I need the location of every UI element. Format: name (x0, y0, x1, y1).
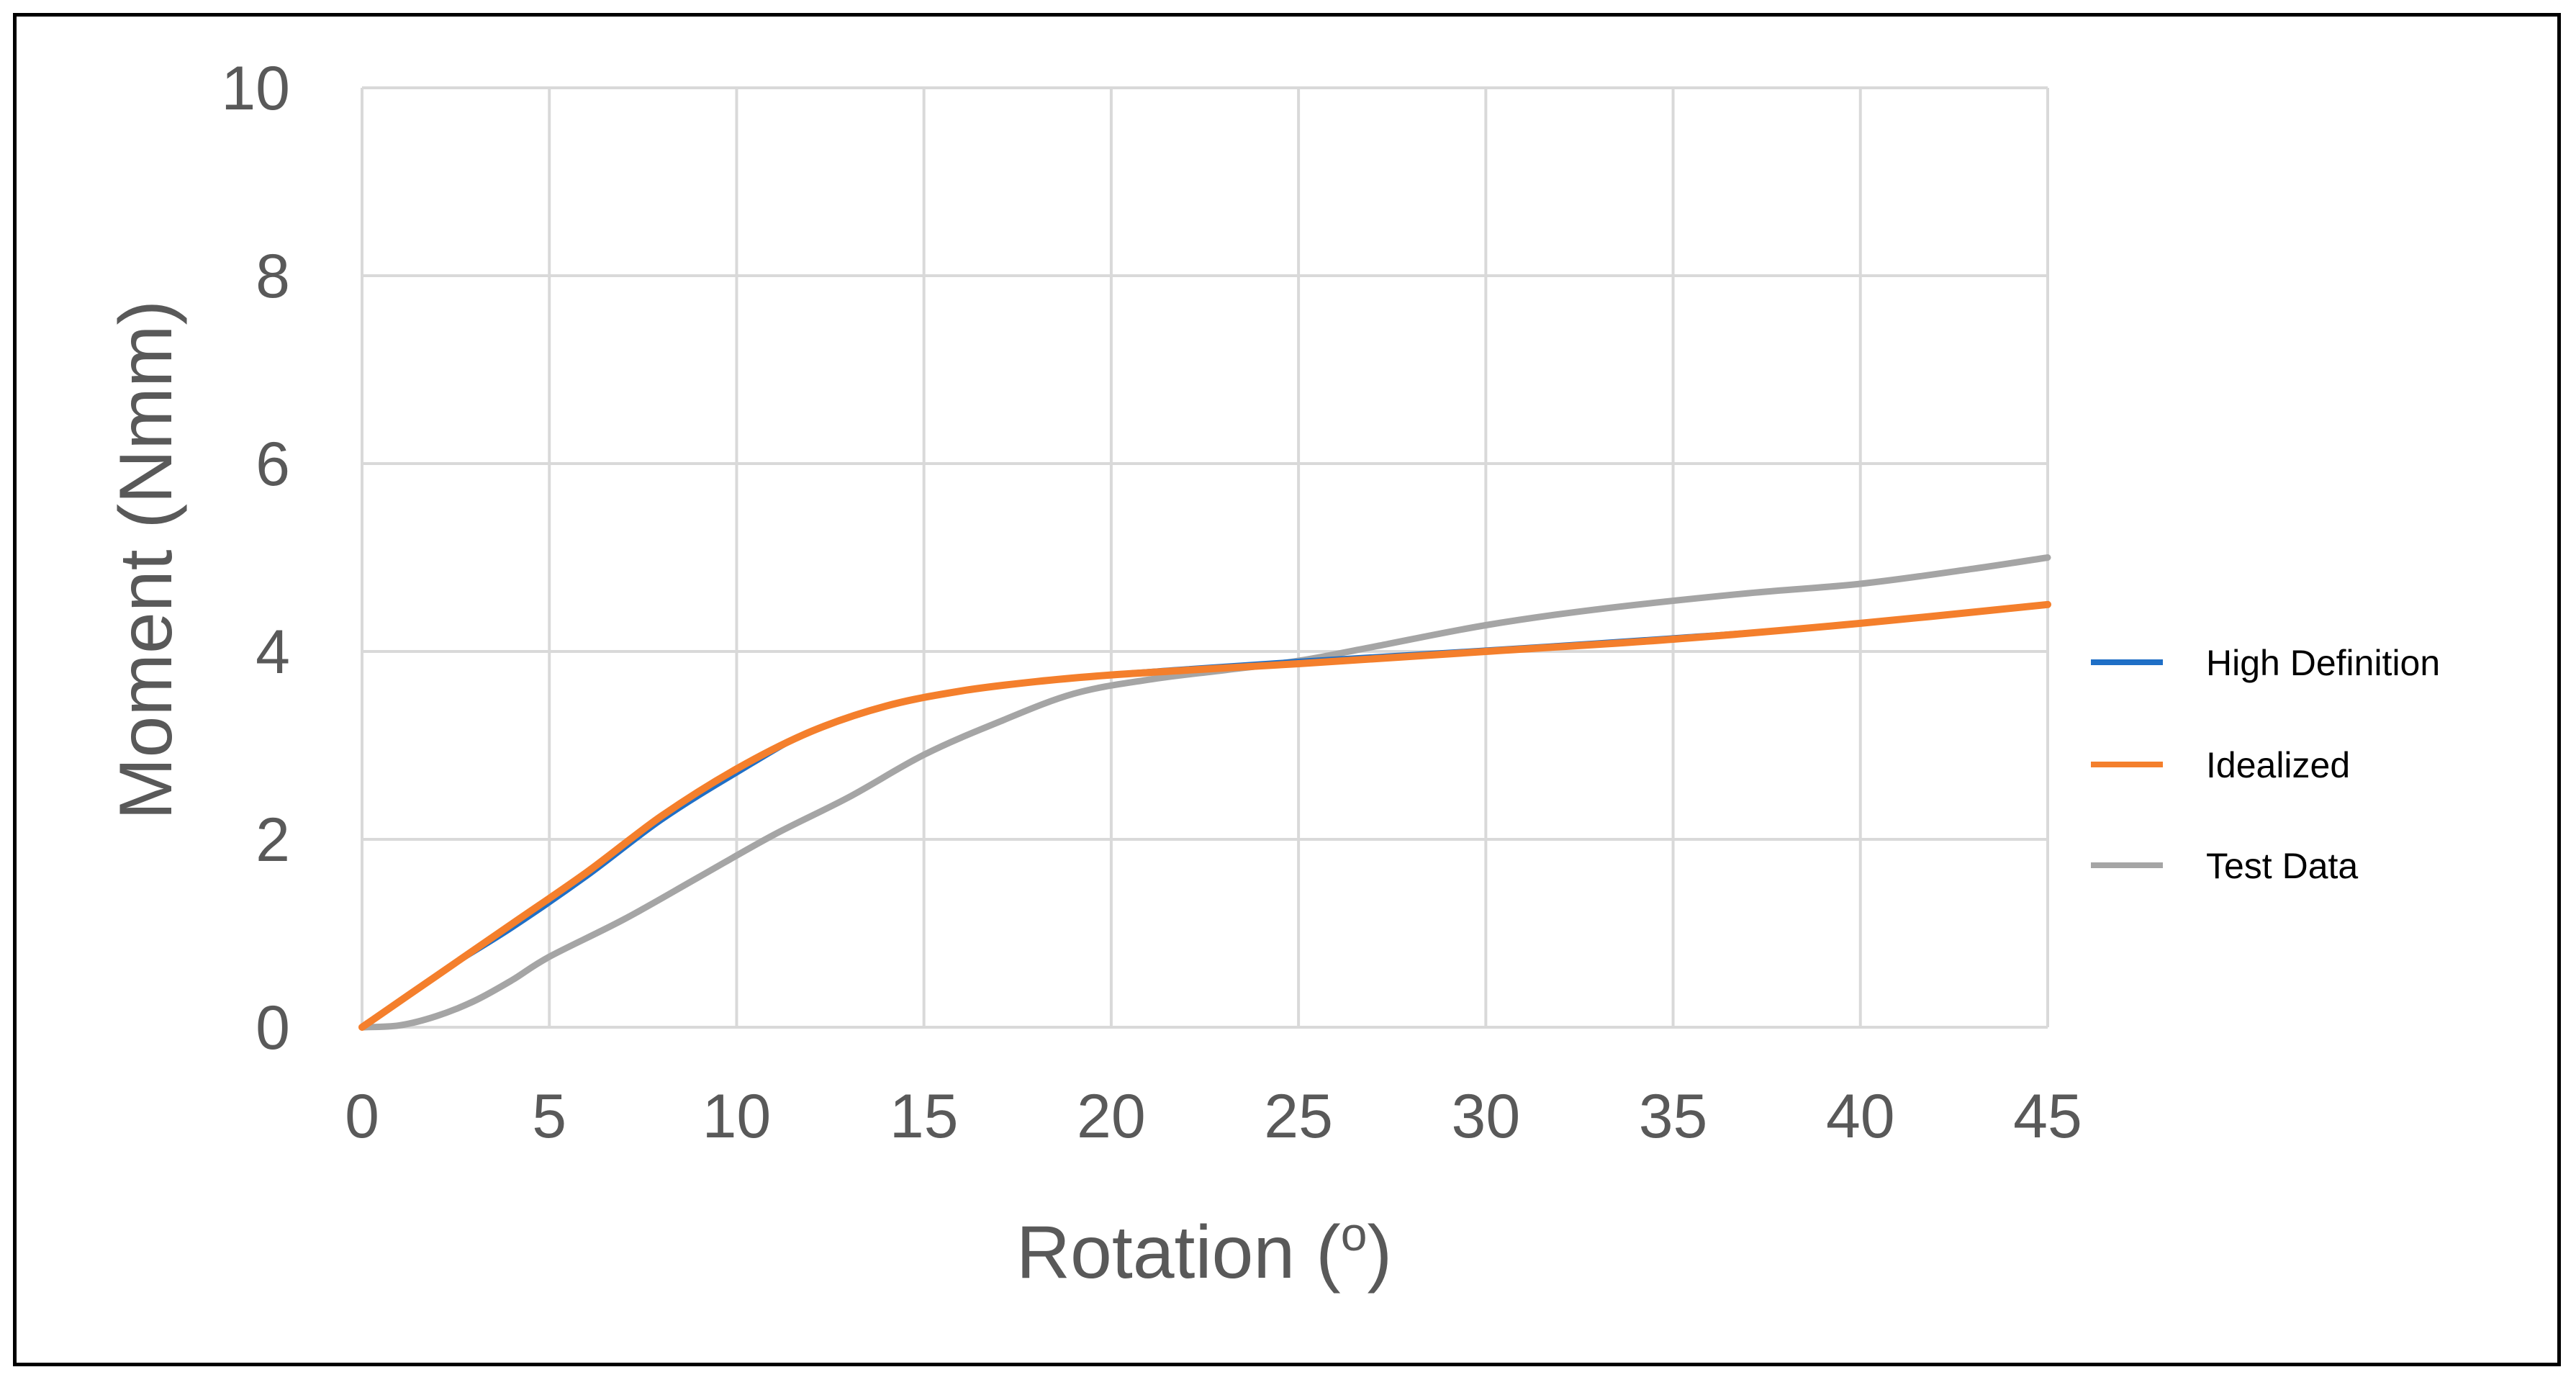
legend: High Definition Idealized Test Data (2091, 643, 2440, 886)
grid (361, 86, 2049, 1029)
y-tick-label-4: 4 (256, 618, 290, 687)
y-tick-label-8: 8 (256, 242, 290, 311)
legend-item-high-definition: High Definition (2091, 643, 2440, 683)
x-tick-label-5: 5 (532, 1082, 566, 1151)
x-tick-label-20: 20 (1077, 1082, 1146, 1151)
legend-label-idealized: Idealized (2206, 745, 2350, 785)
y-tick-label-2: 2 (256, 806, 290, 875)
series-line-test-data (358, 554, 2051, 1031)
y-tick-label-6: 6 (256, 430, 290, 499)
x-tick-label-15: 15 (890, 1082, 959, 1151)
legend-item-test-data: Test Data (2091, 846, 2358, 886)
x-axis-title-superscript: o (1341, 1207, 1368, 1260)
axis-titles: Rotation (o) Moment (Nmm) (104, 300, 1392, 1294)
x-tick-label-45: 45 (2013, 1082, 2082, 1151)
x-tick-label-25: 25 (1264, 1082, 1333, 1151)
x-axis-title: Rotation (o) (1016, 1207, 1392, 1294)
y-tick-label-0: 0 (256, 993, 290, 1063)
x-tick-label-40: 40 (1826, 1082, 1895, 1151)
x-tick-label-35: 35 (1639, 1082, 1708, 1151)
x-axis-title-text: Rotation (1016, 1211, 1295, 1294)
series-line-idealized (358, 600, 2051, 1031)
tick-labels: 0 5 10 15 20 25 30 35 40 45 0 2 4 6 8 10 (221, 54, 2082, 1151)
legend-label-test-data: Test Data (2206, 846, 2358, 886)
y-axis-title: Moment (Nmm) (104, 300, 188, 820)
legend-item-idealized: Idealized (2091, 745, 2350, 785)
y-tick-label-10: 10 (221, 54, 290, 123)
legend-label-high-definition: High Definition (2206, 643, 2440, 683)
x-tick-label-10: 10 (702, 1082, 772, 1151)
x-tick-label-30: 30 (1451, 1082, 1520, 1151)
series-lines (358, 554, 2051, 1031)
chart-frame (13, 13, 2561, 1366)
x-tick-label-0: 0 (345, 1082, 379, 1151)
